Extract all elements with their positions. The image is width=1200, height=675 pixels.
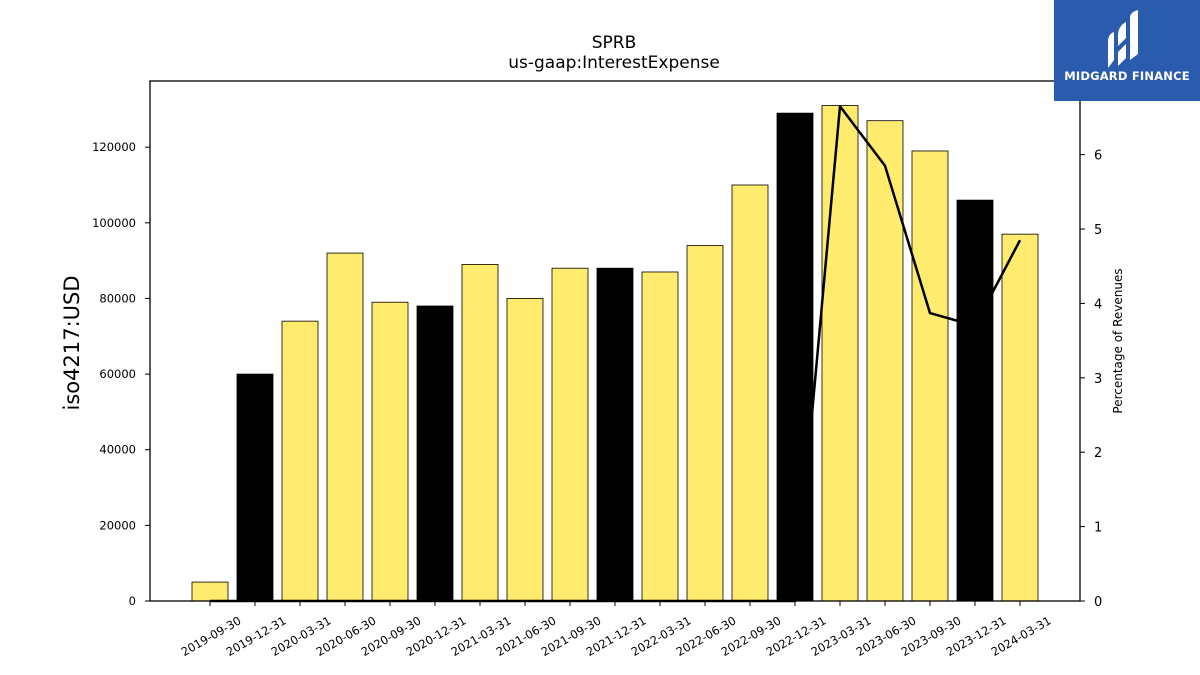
bar [326,252,364,602]
bar [731,184,769,602]
bar [956,199,994,602]
y2-tick-label: 1 [1094,521,1102,536]
bar [461,264,499,602]
y-axis-label: iso4217:USD [60,275,84,410]
bar [506,298,544,602]
y-tick-label: 0 [129,594,136,608]
chart-title: SPRB [592,33,637,53]
logo-mark-icon [1108,10,1138,68]
chart-subtitle: us-gaap:InterestExpense [508,53,720,73]
bar [911,150,949,602]
bar [1001,233,1039,602]
y-tick-label: 80000 [99,291,136,305]
y2-tick-label: 5 [1094,223,1102,238]
bar [596,267,634,602]
y-tick-label: 60000 [99,367,136,381]
bar [371,301,409,602]
y2-tick-label: 3 [1094,372,1102,387]
y2-tick-label: 0 [1094,595,1102,610]
y-tick-label: 100000 [92,216,136,230]
y2-tick-label: 4 [1094,297,1102,312]
bar [866,120,904,602]
bar [236,373,274,602]
y-tick-label: 120000 [92,140,136,154]
bar [551,267,589,602]
y2-tick-label: 6 [1094,149,1102,164]
bar [686,245,724,602]
bar [191,581,229,602]
bar [281,320,319,602]
y-tick-label: 40000 [99,443,136,457]
logo-text: MIDGARD FINANCE [1064,69,1190,83]
midgard-finance-logo: MIDGARD FINANCE [1054,0,1200,101]
y2-tick-label: 2 [1094,446,1102,461]
bar [821,105,859,602]
bar [416,305,454,602]
y-tick-label: 20000 [99,518,136,532]
bars [191,105,1039,602]
y2-axis-label: Percentage of Revenues [1111,268,1125,413]
bar [776,112,814,602]
bar [641,271,679,602]
